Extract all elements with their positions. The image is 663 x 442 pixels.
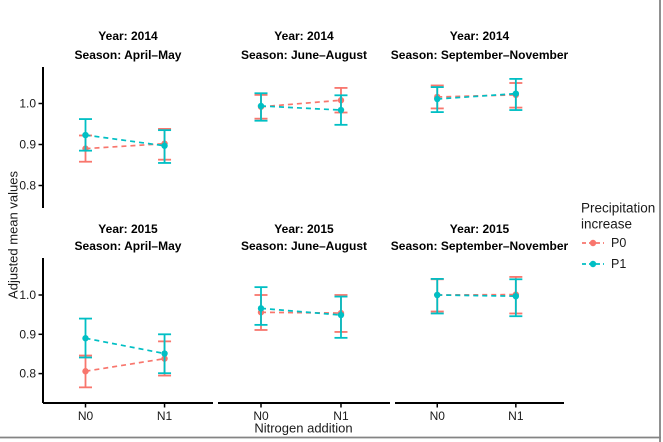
data-point-P1 [512, 90, 520, 97]
facet-year-label: Year: 2015 [98, 222, 158, 236]
series-line-P1 [85, 134, 165, 147]
data-point-P1 [82, 335, 89, 342]
x-tick-label: N1 [508, 409, 524, 423]
data-point-P1 [161, 142, 168, 149]
y-tick-label: 1.0 [19, 97, 36, 111]
x-tick-label: N1 [333, 409, 349, 423]
facet-season-label: Season: September–November [391, 48, 569, 62]
x-tick-label: N1 [157, 409, 173, 423]
facet-year-label: Year: 2014 [450, 29, 510, 43]
legend-key-point-P1 [589, 260, 597, 268]
legend-key-point-P0 [589, 239, 597, 247]
data-point-P1 [337, 106, 345, 114]
facet-season-label: Season: September–November [391, 239, 569, 253]
legend-label-P0: P0 [611, 236, 626, 250]
facet-season-label: Season: June–August [241, 239, 367, 253]
data-point-P1 [512, 292, 520, 300]
y-tick-label: 0.9 [19, 327, 36, 341]
series-line-P0 [85, 357, 165, 373]
facet-season-label: Season: April–May [75, 48, 182, 62]
y-axis-title: Adjusted mean values [6, 171, 21, 299]
data-point-P1 [257, 305, 265, 312]
series-line-P1 [85, 337, 165, 355]
facet-year-label: Year: 2014 [274, 29, 334, 43]
y-tick-label: 0.9 [19, 138, 36, 152]
y-tick-label: 0.8 [19, 367, 36, 381]
facet-year-label: Year: 2015 [274, 222, 334, 236]
y-tick-label: 0.8 [19, 179, 36, 193]
series-line-P1 [260, 105, 342, 111]
legend-title: Precipitation [581, 201, 655, 216]
series-line-P0 [260, 99, 342, 108]
y-tick-label: 1.0 [19, 288, 36, 302]
data-point-P1 [337, 311, 345, 319]
data-point-P1 [257, 102, 265, 110]
data-point-P0 [82, 368, 89, 375]
facet-season-label: Season: June–August [241, 48, 367, 62]
x-axis-title: Nitrogen addition [254, 421, 352, 436]
series-line-P1 [260, 307, 342, 316]
x-tick-label: N0 [430, 409, 446, 423]
legend-label-P1: P1 [611, 257, 626, 271]
data-point-P1 [434, 95, 441, 103]
series-line-P1 [437, 294, 516, 298]
series-line-P1 [437, 92, 516, 100]
facet-season-label: Season: April–May [75, 239, 182, 253]
x-tick-label: N0 [78, 409, 94, 423]
x-tick-label: N0 [253, 409, 269, 423]
data-point-P1 [161, 350, 168, 357]
data-point-P1 [434, 291, 441, 299]
series-line-P0 [260, 311, 341, 314]
data-point-P1 [82, 131, 89, 139]
facet-year-label: Year: 2014 [98, 29, 158, 43]
legend-title: increase [581, 217, 632, 232]
facet-year-label: Year: 2015 [450, 222, 510, 236]
